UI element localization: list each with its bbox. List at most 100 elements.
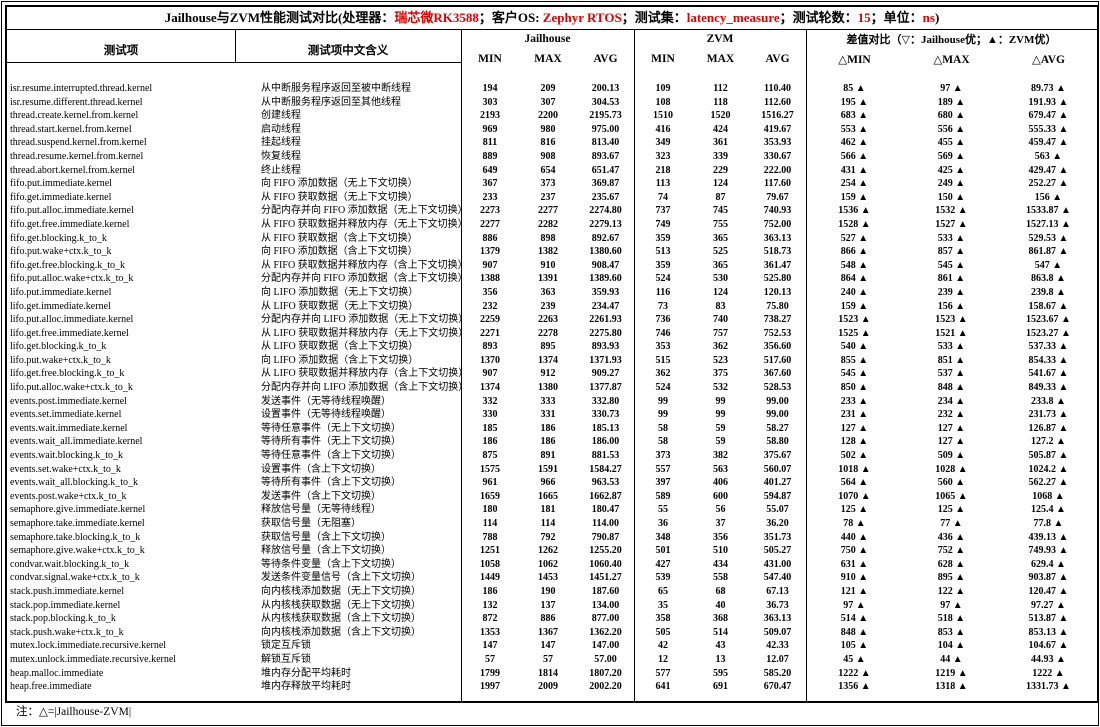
- zvm-max: 83: [715, 300, 726, 312]
- test-name: thread.suspend.kernel.from.kernel: [10, 137, 147, 149]
- diff-max: 861 ▲: [937, 273, 966, 285]
- table-row: lifo.put.alloc.wake+ctx.k_to_k 分配内存并向 LIF…: [7, 381, 1097, 395]
- test-name: stack.push.immediate.kernel: [10, 585, 125, 597]
- jailhouse-max: 1591: [538, 463, 558, 475]
- test-meaning: 等待所有事件（含上下文切换）: [261, 477, 401, 489]
- jailhouse-max: 186: [540, 422, 556, 434]
- title-segment: ；测试轮数：: [779, 10, 858, 25]
- zvm-avg: 117.60: [764, 178, 791, 190]
- test-name: condvar.wait.blocking.k_to_k: [10, 558, 130, 570]
- zvm-avg: 55.07: [766, 504, 789, 516]
- table-row: fifo.put.immediate.kernel 向 FIFO 添加数据（无上下…: [7, 177, 1097, 191]
- diff-min: 864 ▲: [840, 273, 869, 285]
- diff-avg: 1331.73 ▲: [1026, 681, 1071, 693]
- table-row: isr.resume.interrupted.thread.kernel 从中断服…: [7, 82, 1097, 96]
- zvm-max: 361: [713, 137, 728, 149]
- zvm-max: 68: [715, 585, 726, 597]
- jailhouse-max: 57: [543, 653, 553, 665]
- zvm-avg: 42.33: [766, 640, 789, 652]
- header-underline: [7, 62, 461, 63]
- jailhouse-max: 1391: [538, 273, 558, 285]
- table-row: lifo.put.alloc.immediate.kernel 分配内存并向 LI…: [7, 313, 1097, 327]
- header-zvm-max: MAX: [706, 53, 735, 65]
- jailhouse-avg: 359.93: [591, 286, 620, 298]
- zvm-max: 691: [713, 681, 728, 693]
- zvm-min: 99: [658, 395, 668, 407]
- table-row: condvar.wait.blocking.k_to_k 等待条件变量（含上下文切…: [7, 558, 1097, 572]
- jailhouse-avg: 892.67: [591, 232, 620, 244]
- test-meaning: 释放信号量（含上下文切换）: [261, 545, 391, 557]
- table-row: semaphore.give.immediate.kernel 释放信号量（无等待…: [7, 503, 1097, 517]
- table-row: stack.push.immediate.kernel 向内核栈添加数据（无上下文…: [7, 585, 1097, 599]
- zvm-max: 375: [713, 368, 728, 380]
- test-meaning: 锁定互斥锁: [261, 640, 311, 652]
- zvm-max: 523: [713, 354, 728, 366]
- jailhouse-max: 373: [540, 178, 556, 190]
- zvm-min: 736: [655, 314, 671, 326]
- test-meaning: 从内核栈获取数据（含上下文切换）: [261, 613, 421, 625]
- zvm-min: 359: [655, 232, 671, 244]
- zvm-min: 74: [658, 191, 668, 203]
- test-name: semaphore.take.immediate.kernel: [10, 518, 145, 529]
- table-row: events.wait.blocking.k_to_k 等待任意事件（含上下文切换…: [7, 449, 1097, 463]
- test-meaning: 解锁互斥锁: [261, 653, 311, 665]
- jailhouse-min: 961: [482, 477, 498, 489]
- zvm-avg: 670.47: [763, 681, 792, 693]
- jailhouse-avg: 234.47: [591, 300, 620, 312]
- table-row: events.wait_all.immediate.kernel 等待所有事件（无…: [7, 435, 1097, 449]
- table-row: thread.suspend.kernel.from.kernel 挂起线程 811…: [7, 136, 1097, 150]
- jailhouse-min: 1379: [480, 246, 500, 258]
- test-meaning: 分配内存并向 LIFO 添加数据（含上下文切换）: [261, 382, 461, 394]
- zvm-max: 530: [713, 273, 728, 285]
- diff-avg: 89.73 ▲: [1031, 83, 1066, 94]
- title-segment: Jailhouse与ZVM性能测试对比(处理器：: [164, 10, 395, 25]
- jailhouse-max: 2282: [538, 218, 558, 230]
- diff-min: 440 ▲: [840, 531, 869, 543]
- table-row: thread.resume.kernel.from.kernel 恢复线程 889 9…: [7, 150, 1097, 164]
- zvm-max: 59: [715, 422, 726, 434]
- zvm-max: 229: [713, 164, 728, 176]
- diff-min: 125 ▲: [840, 504, 869, 516]
- test-name: isr.resume.different.thread.kernel: [10, 96, 143, 108]
- table-row: isr.resume.different.thread.kernel 从中断服务程…: [7, 96, 1097, 110]
- diff-avg: 861.87 ▲: [1028, 246, 1069, 258]
- table-row: fifo.get.free.blocking.k_to_k 从 FIFO 获取数据…: [7, 259, 1097, 273]
- test-name: lifo.get.blocking.k_to_k: [10, 341, 107, 353]
- zvm-avg: 375.67: [763, 450, 792, 462]
- test-meaning: 恢复线程: [261, 150, 301, 162]
- zvm-min: 362: [655, 368, 671, 380]
- zvm-avg: 1516.27: [761, 110, 794, 122]
- test-name: lifo.put.alloc.wake+ctx.k_to_k: [10, 382, 133, 394]
- column-divider: [806, 30, 807, 701]
- diff-avg: 541.67 ▲: [1028, 368, 1069, 380]
- test-meaning: 向 FIFO 添加数据（无上下文切换）: [261, 178, 418, 190]
- table-row: lifo.get.immediate.kernel 从 LIFO 获取数据（无上下…: [7, 300, 1097, 314]
- test-meaning: 从 FIFO 获取数据（无上下文切换）: [261, 191, 418, 203]
- zvm-min: 349: [655, 137, 671, 149]
- zvm-max: 59: [715, 436, 726, 448]
- diff-max: 533 ▲: [937, 341, 966, 353]
- zvm-avg: 738.27: [763, 314, 792, 326]
- test-meaning: 等待任意事件（无上下文切换）: [261, 422, 401, 434]
- test-name: isr.resume.interrupted.thread.kernel: [10, 83, 153, 94]
- diff-min: 1536 ▲: [838, 205, 871, 217]
- table-row: semaphore.take.immediate.kernel 获取信号量（无阻塞…: [7, 517, 1097, 531]
- diff-min: 545 ▲: [840, 368, 869, 380]
- zvm-max: 13: [715, 653, 726, 665]
- test-name: events.wait_all.blocking.k_to_k: [10, 477, 139, 489]
- table-row: lifo.get.free.immediate.kernel 从 LIFO 获取数…: [7, 327, 1097, 341]
- header-zvm-min: MIN: [651, 53, 675, 65]
- zvm-max: 365: [713, 259, 728, 271]
- jailhouse-min: 303: [482, 96, 498, 108]
- zvm-min: 348: [655, 531, 671, 543]
- test-name: lifo.put.immediate.kernel: [10, 286, 112, 298]
- zvm-avg: 367.60: [763, 368, 792, 380]
- jailhouse-max: 2200: [538, 110, 558, 122]
- jailhouse-avg: 114.00: [592, 518, 619, 529]
- zvm-max: 124: [713, 178, 728, 190]
- zvm-avg: 518.73: [763, 246, 792, 258]
- test-meaning: 分配内存并向 FIFO 添加数据（无上下文切换）: [261, 205, 461, 217]
- jailhouse-avg: 908.47: [591, 259, 620, 271]
- header-group-zvm: ZVM: [706, 33, 734, 45]
- table-row: mutex.unlock.immediate.recursive.kernel 解…: [7, 653, 1097, 667]
